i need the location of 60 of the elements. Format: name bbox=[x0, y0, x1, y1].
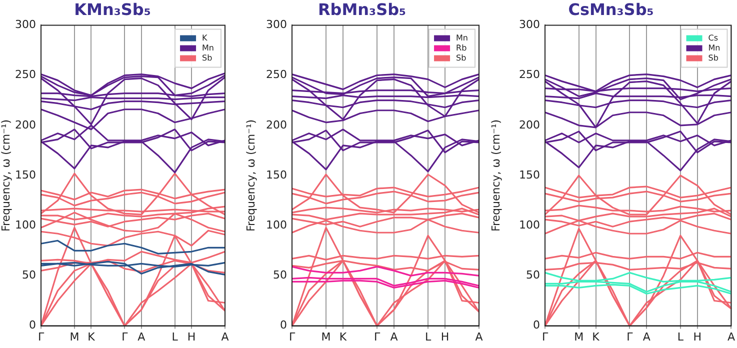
x-tick-label: M bbox=[70, 330, 80, 344]
x-tick-label: Γ bbox=[374, 330, 381, 344]
x-tick-label: H bbox=[440, 330, 450, 344]
x-tick-label: A bbox=[727, 330, 736, 344]
x-tick-label: M bbox=[321, 330, 331, 344]
x-tick-label: L bbox=[677, 330, 684, 344]
y-tick-label: 100 bbox=[15, 218, 36, 232]
y-tick-label: 150 bbox=[15, 168, 36, 182]
legend-label: Mn bbox=[708, 43, 720, 52]
x-tick-label: A bbox=[642, 330, 651, 344]
x-tick-label: A bbox=[475, 330, 484, 344]
y-tick-label: 300 bbox=[266, 18, 287, 32]
chart-title: CsMn₃Sb₅ bbox=[568, 0, 654, 19]
y-tick-label: 50 bbox=[273, 268, 287, 282]
y-tick-label: 0 bbox=[280, 318, 287, 332]
y-tick-label: 250 bbox=[266, 68, 287, 82]
x-tick-label: Γ bbox=[122, 330, 129, 344]
y-tick-label: 0 bbox=[29, 318, 36, 332]
y-tick-label: 150 bbox=[519, 168, 540, 182]
y-axis-title: Frequency, ω (cm⁻¹) bbox=[0, 119, 12, 232]
y-tick-label: 250 bbox=[15, 68, 36, 82]
y-tick-label: 100 bbox=[519, 218, 540, 232]
x-tick-label: M bbox=[574, 330, 584, 344]
y-tick-label: 300 bbox=[15, 18, 36, 32]
y-tick-label: 0 bbox=[533, 318, 540, 332]
x-tick-label: Γ bbox=[288, 330, 296, 344]
y-axis-title: Frequency, ω (cm⁻¹) bbox=[244, 119, 258, 232]
legend-label: Mn bbox=[456, 33, 468, 42]
legend-label: Rb bbox=[456, 43, 467, 52]
x-tick-label: Γ bbox=[38, 330, 45, 344]
x-tick-label: H bbox=[187, 330, 196, 344]
legend-label: Cs bbox=[708, 33, 718, 42]
legend-label: Sb bbox=[456, 53, 466, 62]
y-tick-label: 300 bbox=[519, 18, 540, 32]
chart-title: KMn₃Sb₅ bbox=[74, 0, 151, 19]
legend-label: K bbox=[202, 33, 208, 42]
y-tick-label: 250 bbox=[519, 68, 540, 82]
x-tick-label: Γ bbox=[626, 330, 634, 344]
x-tick-label: H bbox=[693, 330, 702, 344]
x-tick-label: L bbox=[424, 330, 432, 344]
x-tick-label: A bbox=[138, 330, 146, 344]
chart-title: RbMn₃Sb₅ bbox=[318, 0, 406, 19]
y-tick-label: 200 bbox=[266, 118, 287, 132]
x-tick-label: Γ bbox=[542, 330, 549, 344]
y-axis-title: Frequency, ω (cm⁻¹) bbox=[489, 119, 502, 232]
x-tick-label: A bbox=[390, 330, 398, 344]
legend-label: Sb bbox=[708, 53, 718, 62]
y-tick-label: 100 bbox=[266, 218, 287, 232]
y-tick-label: 200 bbox=[15, 118, 36, 132]
y-tick-label: 50 bbox=[526, 268, 540, 282]
y-tick-label: 50 bbox=[22, 268, 36, 282]
x-tick-label: K bbox=[339, 330, 348, 344]
x-tick-label: K bbox=[592, 330, 600, 344]
x-tick-label: L bbox=[172, 330, 179, 344]
x-tick-label: A bbox=[221, 330, 230, 344]
legend-label: Mn bbox=[202, 43, 214, 52]
y-tick-label: 150 bbox=[266, 168, 287, 182]
y-tick-label: 200 bbox=[519, 118, 540, 132]
legend-label: Sb bbox=[202, 53, 212, 62]
x-tick-label: K bbox=[88, 330, 96, 344]
